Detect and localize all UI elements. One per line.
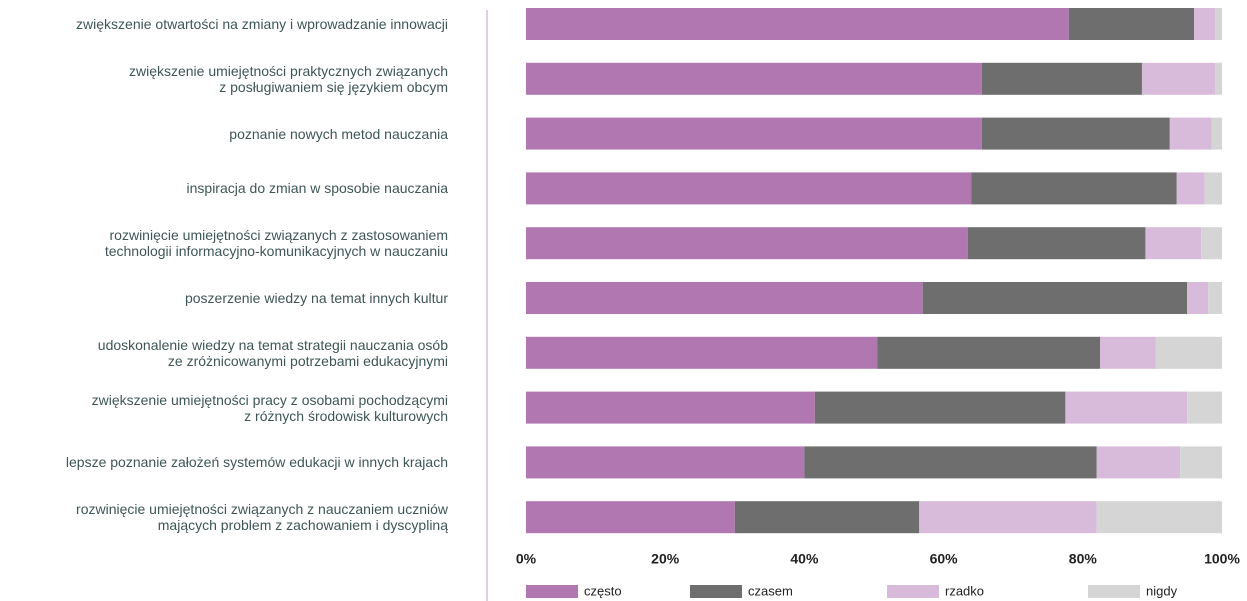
bar-segment	[1211, 117, 1222, 150]
category-label: lepsze poznanie założeń systemów edukacj…	[65, 454, 448, 471]
legend-label: czasem	[748, 583, 793, 598]
x-tick-label: 100%	[1204, 551, 1240, 567]
legend-label: nigdy	[1146, 583, 1178, 598]
bar-segment	[922, 282, 1188, 314]
category-label: rozwinięcie umiejętności związanych z za…	[104, 227, 448, 260]
x-tick-label: 80%	[1069, 551, 1098, 567]
bar-segment	[1169, 117, 1212, 150]
bar-segment	[971, 172, 1177, 205]
legend-label: często	[584, 583, 622, 598]
x-tick-label: 60%	[930, 551, 959, 567]
legend-swatch	[1088, 585, 1140, 598]
bar-segment	[1096, 501, 1222, 534]
bar-segment	[877, 336, 1101, 369]
bar-segment	[967, 227, 1146, 260]
bar-segment	[804, 446, 1097, 479]
bar-segment	[734, 501, 920, 534]
category-label: rozwinięcie umiejętności związanych z na…	[76, 501, 448, 534]
bar-segment	[1065, 391, 1188, 424]
bar-segment	[526, 282, 923, 314]
category-label: inspiracja do zmian w sposobie nauczania	[186, 180, 448, 197]
bar-segment	[526, 117, 982, 150]
bar-segment	[1204, 172, 1222, 205]
category-label: zwiększenie umiejętności praktycznych zw…	[128, 62, 448, 95]
bar-segment	[1096, 446, 1181, 479]
bar-segment	[526, 336, 878, 369]
bar-segment	[919, 501, 1097, 534]
bar-segment	[1215, 62, 1222, 95]
bar-segment	[1187, 391, 1222, 424]
x-tick-label: 0%	[516, 551, 537, 567]
bar-segment	[1100, 336, 1156, 369]
bar-segment	[1215, 8, 1222, 40]
bar-segment	[981, 117, 1170, 150]
bar-segment	[526, 391, 815, 424]
category-label: poszerzenie wiedzy na temat innych kultu…	[184, 290, 448, 306]
legend-swatch	[690, 585, 742, 598]
category-label: zwiększenie otwartości na zmiany i wprow…	[76, 16, 448, 32]
bar-segment	[526, 172, 972, 205]
bar-segment	[1176, 172, 1205, 205]
bar-segment	[1145, 227, 1202, 260]
bar-segment	[981, 62, 1142, 95]
category-label: poznanie nowych metod nauczania	[229, 125, 448, 142]
bar-segment	[526, 62, 982, 95]
bar-segment	[1180, 446, 1222, 479]
legend-swatch	[526, 585, 578, 598]
x-tick-label: 20%	[651, 551, 680, 567]
bar-segment	[526, 501, 735, 534]
bar-segment	[526, 8, 1069, 40]
bar-segment	[1194, 8, 1216, 40]
bar-segment	[526, 227, 968, 260]
bar-segment	[1141, 62, 1216, 95]
category-label: zwiększenie umiejętności pracy z osobami…	[91, 391, 448, 424]
bar-segment	[1068, 8, 1195, 40]
bar-segment	[1201, 227, 1222, 260]
bar-segment	[526, 446, 805, 479]
bar-segment	[814, 391, 1066, 424]
x-tick-label: 40%	[790, 551, 819, 567]
bar-segment	[1187, 282, 1209, 314]
bar-segment	[1208, 282, 1222, 314]
category-label: udoskonalenie wiedzy na temat strategii …	[97, 336, 448, 369]
legend-label: rzadko	[945, 583, 984, 598]
legend-swatch	[887, 585, 939, 598]
bar-segment	[1155, 336, 1222, 369]
